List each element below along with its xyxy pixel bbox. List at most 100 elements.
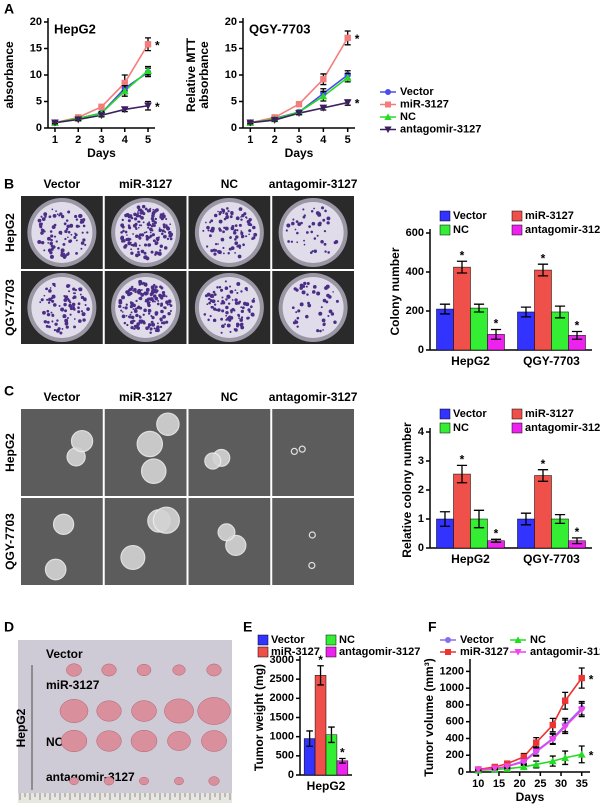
colony — [49, 230, 53, 233]
colony — [303, 243, 306, 246]
legend-label: Vector — [460, 634, 494, 646]
legend-swatch — [511, 224, 523, 236]
colony — [213, 293, 217, 296]
colony — [325, 300, 329, 304]
colony — [156, 325, 160, 329]
marker — [270, 116, 279, 124]
colony — [152, 208, 155, 211]
colony — [233, 328, 237, 331]
colony — [59, 331, 63, 335]
colony — [214, 249, 218, 252]
legend-label: Vector — [453, 408, 487, 420]
colony — [64, 295, 69, 299]
colony — [78, 287, 83, 292]
colony — [319, 329, 322, 333]
colony — [63, 222, 67, 226]
colony — [207, 318, 210, 322]
colony — [158, 285, 161, 288]
colony — [226, 207, 229, 210]
colony — [218, 212, 222, 216]
y-tick-label: 10 — [30, 69, 42, 81]
colony — [137, 253, 141, 257]
legend-label: antagomir-3127 — [400, 123, 481, 135]
legend-label: NC — [400, 111, 416, 123]
colony — [135, 245, 137, 248]
legend-marker — [384, 126, 392, 134]
colony — [235, 235, 238, 238]
colony — [208, 301, 211, 305]
significance: * — [575, 525, 580, 539]
colony — [135, 299, 138, 303]
colony — [242, 243, 245, 247]
colony — [238, 246, 241, 249]
colony — [139, 292, 143, 295]
colony — [124, 230, 128, 234]
colony — [125, 237, 129, 242]
colony — [64, 229, 68, 234]
colony — [127, 241, 132, 246]
colony — [75, 218, 79, 221]
colony — [145, 234, 149, 238]
significance: * — [355, 32, 360, 46]
colony — [290, 240, 294, 243]
colony — [151, 222, 155, 226]
colony — [152, 210, 156, 214]
colony — [169, 304, 173, 307]
marker — [120, 87, 129, 95]
agar-photo — [188, 409, 271, 496]
colony — [237, 254, 242, 259]
significance: * — [460, 248, 465, 262]
colony — [240, 218, 243, 221]
colony — [46, 312, 51, 317]
colony — [130, 248, 133, 251]
colony — [49, 241, 54, 246]
tumor — [60, 729, 88, 753]
colony — [133, 324, 137, 328]
colony — [238, 300, 242, 303]
y-axis-label: Relative colony number — [400, 422, 414, 558]
colony — [316, 234, 319, 237]
error-bar — [328, 726, 335, 744]
colony — [234, 298, 238, 302]
colony — [40, 215, 43, 218]
colony — [163, 306, 167, 310]
colony — [66, 316, 69, 320]
x-tick-label: 20 — [514, 778, 526, 790]
colony — [140, 233, 145, 237]
colony — [303, 214, 306, 217]
colony — [213, 307, 217, 311]
colony — [306, 293, 309, 296]
colony — [322, 329, 324, 331]
colony — [147, 308, 152, 313]
colony — [136, 213, 139, 216]
colony — [240, 325, 245, 330]
colony — [144, 243, 148, 247]
legend-swatch — [439, 408, 451, 420]
error-bar — [490, 538, 502, 543]
row-label: HepG2 — [3, 433, 17, 472]
colony — [65, 227, 69, 231]
colony — [295, 220, 299, 224]
legend-label: antagomir-3127 — [339, 646, 420, 658]
x-tick-label: 4 — [122, 134, 129, 146]
colony — [231, 224, 235, 229]
legend-label: NC — [530, 634, 546, 646]
agar-colony — [152, 506, 180, 534]
y-tick-label: 20 — [225, 16, 237, 28]
colony — [161, 229, 165, 233]
marker — [519, 763, 528, 771]
marker — [343, 99, 352, 107]
colony — [132, 308, 135, 310]
tumor — [201, 730, 227, 752]
colony — [246, 303, 249, 306]
colony — [226, 214, 229, 217]
colony — [67, 236, 69, 239]
tumor — [69, 776, 79, 786]
colony — [45, 287, 48, 291]
colony — [234, 241, 239, 246]
colony — [206, 225, 210, 230]
y-tick-label: 0 — [231, 122, 237, 134]
colony — [221, 324, 225, 329]
colony — [169, 309, 172, 313]
colony — [126, 234, 128, 236]
